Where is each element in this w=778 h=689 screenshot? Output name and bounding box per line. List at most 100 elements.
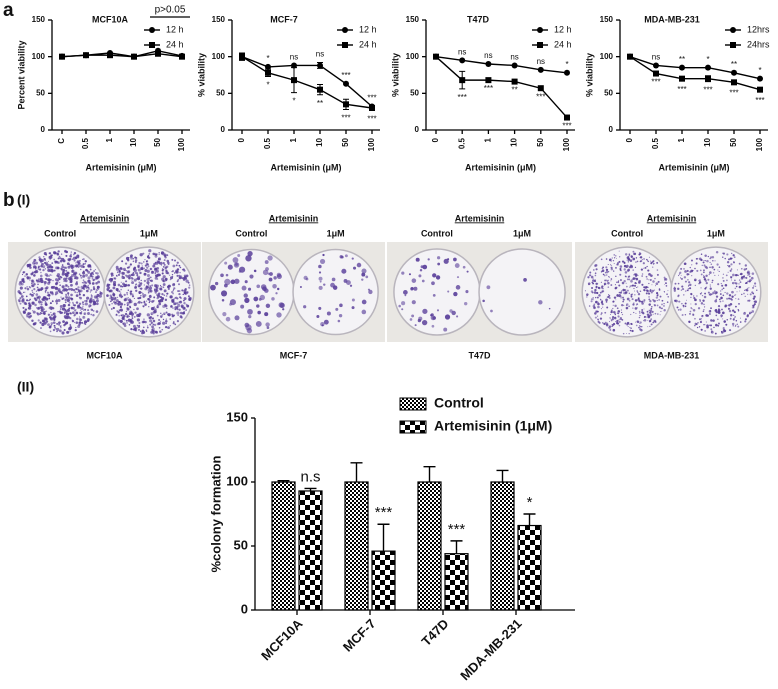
colony	[665, 282, 667, 285]
colony	[75, 272, 77, 275]
colony	[700, 273, 703, 276]
colony	[52, 321, 56, 324]
colony	[628, 333, 630, 335]
colony	[728, 294, 732, 297]
colony	[172, 264, 176, 268]
colony	[601, 300, 604, 303]
colony	[679, 277, 682, 279]
colony	[730, 313, 733, 317]
colony	[456, 276, 460, 279]
x-tick-label: 10	[129, 137, 138, 146]
colony	[239, 266, 246, 273]
colony	[153, 296, 156, 299]
colony	[151, 325, 154, 329]
colony	[708, 324, 710, 326]
colony	[694, 317, 696, 320]
series-line	[241, 56, 373, 109]
colony	[160, 312, 162, 315]
colony	[685, 299, 687, 301]
colony	[610, 261, 612, 263]
colony	[25, 295, 28, 298]
colony	[600, 312, 603, 314]
colony	[427, 258, 430, 261]
colony	[91, 278, 94, 280]
colony	[42, 319, 46, 323]
colony	[684, 270, 687, 273]
colony	[635, 321, 637, 323]
colony	[106, 294, 109, 297]
colony	[686, 289, 689, 292]
y-tick-label: 150	[600, 15, 614, 24]
colony	[161, 328, 164, 331]
colony	[116, 275, 118, 277]
colony	[90, 289, 93, 292]
colony	[618, 260, 621, 263]
colony	[267, 255, 273, 261]
colony	[33, 283, 36, 285]
colony	[123, 293, 126, 297]
colony	[149, 285, 152, 287]
colony	[56, 298, 58, 301]
colony	[622, 300, 624, 303]
colony	[743, 275, 745, 277]
colony	[54, 326, 56, 329]
colony	[721, 308, 723, 311]
colony	[318, 306, 322, 310]
colony	[49, 274, 52, 276]
colony	[46, 266, 50, 269]
colony	[57, 310, 59, 313]
colony	[145, 329, 148, 331]
colony	[732, 254, 735, 257]
legend-label: 24hrs	[747, 39, 770, 49]
colony	[674, 282, 677, 285]
colony	[711, 256, 715, 259]
colony	[135, 289, 138, 292]
colony	[722, 294, 725, 297]
colony	[21, 299, 25, 303]
colony	[643, 320, 644, 322]
colony	[144, 303, 147, 306]
colony	[639, 323, 641, 325]
colony	[683, 262, 687, 266]
colony	[188, 297, 192, 302]
colony	[84, 260, 87, 263]
marker	[564, 69, 570, 76]
colony	[45, 310, 48, 312]
colony	[63, 266, 66, 269]
colony	[649, 260, 651, 262]
colony	[245, 255, 252, 262]
colony	[63, 312, 66, 314]
colony	[687, 287, 690, 290]
colony	[161, 313, 164, 316]
error-bar	[423, 465, 436, 482]
colony	[165, 265, 169, 269]
colony	[627, 261, 629, 263]
colony	[712, 319, 715, 322]
colony	[185, 279, 189, 283]
colony	[40, 312, 43, 315]
colony	[148, 295, 152, 298]
colony	[136, 324, 138, 327]
colony	[630, 255, 633, 258]
y-axis-label: % viability	[390, 53, 400, 97]
colony	[156, 314, 159, 317]
colony	[50, 291, 54, 295]
colony	[20, 282, 24, 286]
colony	[132, 269, 135, 271]
colony	[649, 309, 652, 312]
colony	[740, 272, 743, 276]
y-tick-label: 0	[221, 125, 226, 134]
colony	[593, 306, 596, 310]
colony	[705, 274, 708, 277]
colony	[618, 320, 621, 323]
colony	[652, 263, 654, 265]
colony	[17, 298, 21, 302]
marker	[731, 69, 737, 76]
colony	[710, 328, 713, 331]
colony	[174, 323, 177, 326]
colony	[735, 305, 737, 308]
colony	[39, 321, 42, 324]
colony	[110, 296, 113, 298]
colony	[230, 279, 236, 285]
colony	[40, 308, 44, 312]
